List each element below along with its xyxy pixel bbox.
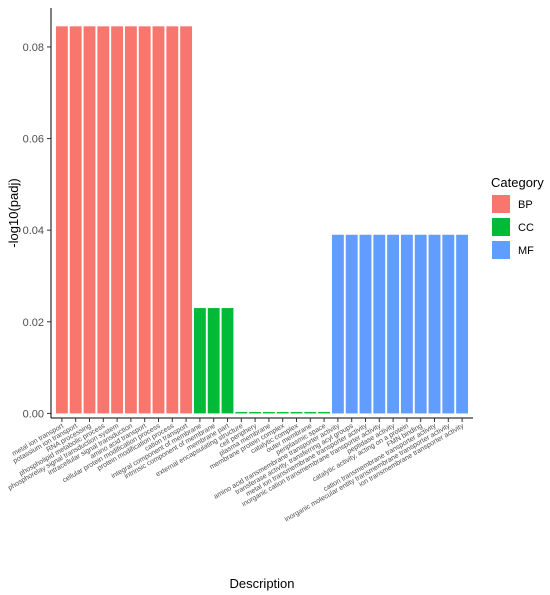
bar	[235, 412, 248, 414]
bar	[124, 26, 137, 414]
legend-title: Category	[491, 175, 544, 190]
legend-label-mf: MF	[518, 245, 534, 257]
bar	[221, 308, 234, 414]
bar	[456, 234, 469, 414]
bar	[400, 234, 413, 414]
bar	[111, 26, 124, 414]
bar	[331, 234, 344, 414]
bar	[428, 234, 441, 414]
bars-group	[55, 26, 469, 414]
bar	[83, 26, 96, 414]
y-tick-label: 0.02	[23, 317, 44, 329]
x-axis-title: Description	[229, 576, 294, 591]
legend-swatch-cc	[492, 218, 510, 236]
bar	[207, 308, 220, 414]
bar	[97, 26, 110, 414]
bar	[69, 26, 82, 414]
bar	[193, 308, 206, 414]
legend-swatch-bp	[492, 195, 510, 213]
legend-swatch-mf	[492, 241, 510, 259]
bar	[262, 412, 275, 414]
bar	[276, 412, 289, 414]
bar	[373, 234, 386, 414]
y-axis-title: -log10(padj)	[6, 178, 21, 247]
bar	[387, 234, 400, 414]
bar	[442, 234, 455, 414]
bar	[138, 26, 151, 414]
bar	[180, 26, 193, 414]
bar	[55, 26, 68, 414]
bar	[414, 234, 427, 414]
bar	[304, 412, 317, 414]
y-tick-label: 0.06	[23, 134, 44, 146]
legend-label-bp: BP	[518, 199, 533, 211]
bar	[345, 234, 358, 414]
y-tick-label: 0.00	[23, 408, 44, 420]
y-tick-label: 0.04	[23, 225, 44, 237]
y-tick-label: 0.08	[23, 42, 44, 54]
y-ticks-group: 0.00 0.02 0.04 0.06 0.08	[23, 42, 51, 420]
bar	[249, 412, 262, 414]
bar	[290, 412, 303, 414]
bar	[359, 234, 372, 414]
bar	[318, 412, 331, 414]
legend-label-cc: CC	[518, 222, 534, 234]
legend: Category BP CC MF	[491, 175, 544, 259]
bar	[166, 26, 179, 414]
bar	[152, 26, 165, 414]
